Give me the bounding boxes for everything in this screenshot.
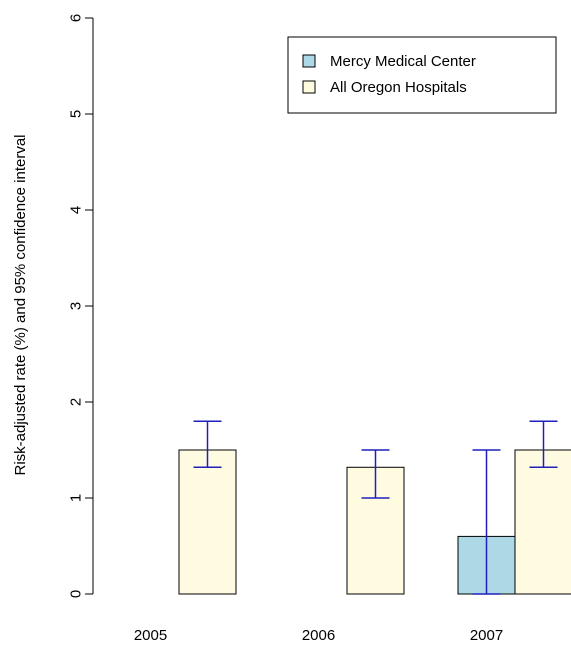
- bar-oregon-2005: [178, 449, 237, 595]
- legend-box: [287, 36, 557, 114]
- y-tick-label-6: 6: [67, 14, 84, 22]
- legend: Mercy Medical Center All Oregon Hospital…: [287, 36, 557, 114]
- y-tick-label-3: 3: [67, 302, 84, 310]
- y-tick-label-2: 2: [67, 398, 84, 406]
- y-tick-label-0: 0: [67, 590, 84, 598]
- y-axis-title: Risk-adjusted rate (%) and 95% confidenc…: [12, 134, 29, 475]
- error-bars: [193, 420, 558, 595]
- x-tick-label-2005: 2005: [134, 627, 167, 644]
- x-tick-label-2006: 2006: [302, 627, 335, 644]
- y-tick-label-1: 1: [67, 494, 84, 502]
- y-axis: 0 1 2 3 4 5 6: [67, 14, 94, 598]
- legend-label-oregon: All Oregon Hospitals: [330, 79, 467, 96]
- bar-oregon-2007: [514, 449, 571, 595]
- x-tick-label-2007: 2007: [470, 627, 503, 644]
- x-axis-labels: 2005 2006 2007: [134, 627, 503, 644]
- y-tick-label-5: 5: [67, 110, 84, 118]
- legend-swatch-mercy: [302, 54, 316, 68]
- legend-label-mercy: Mercy Medical Center: [330, 53, 476, 70]
- y-tick-label-4: 4: [67, 206, 84, 214]
- legend-swatch-oregon: [302, 80, 316, 94]
